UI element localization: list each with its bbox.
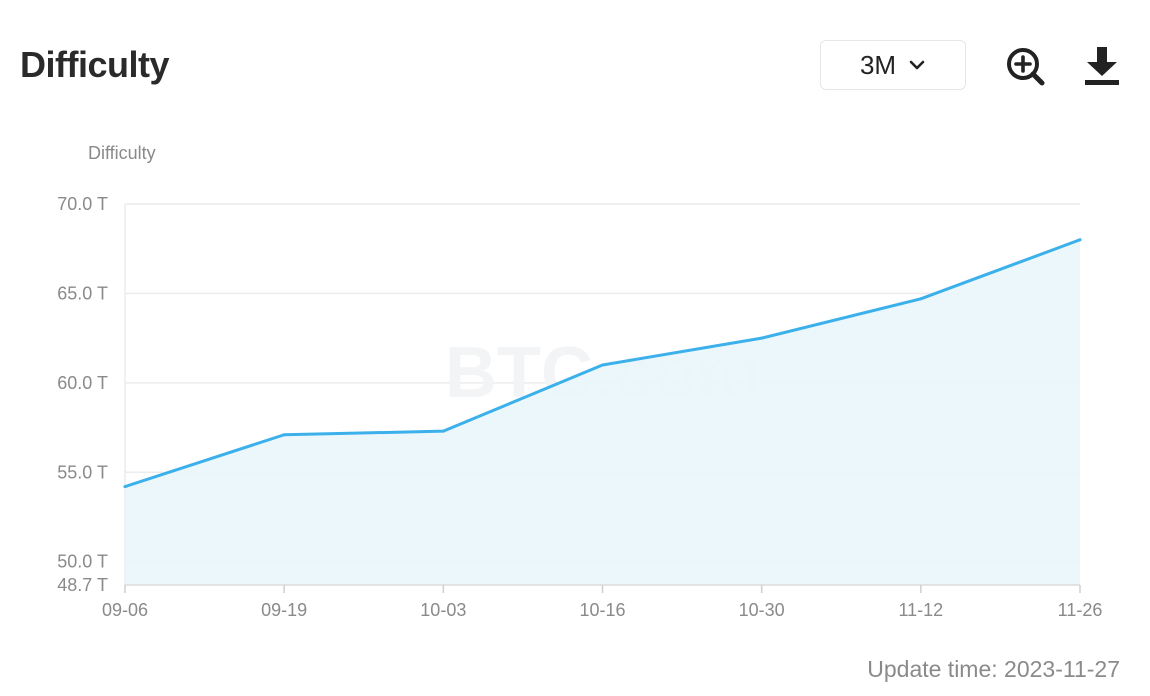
x-tick-label: 09-19 xyxy=(261,600,307,620)
y-tick-label: 48.7 T xyxy=(57,575,108,595)
difficulty-chart: Difficulty 70.0 T 65.0 T 60.0 T 55.0 T 50.0 T… xyxy=(0,130,1150,630)
y-tick-label: 65.0 T xyxy=(57,283,108,303)
time-range-value: 3M xyxy=(859,49,897,80)
data-point xyxy=(919,297,923,301)
y-axis-label: Difficulty xyxy=(88,143,156,163)
series-area xyxy=(125,239,1080,585)
update-time: Update time: 2023-11-27 xyxy=(867,656,1120,683)
time-range-select[interactable]: 3M xyxy=(820,40,966,90)
data-point xyxy=(123,485,127,489)
data-point xyxy=(1078,238,1082,242)
data-point xyxy=(441,429,445,433)
y-tick-label: 70.0 T xyxy=(57,194,108,214)
data-point xyxy=(282,433,286,437)
data-point xyxy=(760,336,764,340)
data-point xyxy=(601,363,604,367)
update-time-date: 2023-11-27 xyxy=(1004,656,1120,682)
download-icon[interactable] xyxy=(1082,45,1122,87)
chevron-down-icon xyxy=(909,60,925,70)
x-tick-label: 11-26 xyxy=(1058,600,1103,620)
zoom-in-icon[interactable] xyxy=(1004,45,1046,87)
x-tick-label: 10-30 xyxy=(739,600,785,620)
chart-svg: Difficulty 70.0 T 65.0 T 60.0 T 55.0 T 50.0 T… xyxy=(57,143,1103,620)
page-title: Difficulty xyxy=(20,44,170,85)
y-tick-label: 50.0 T xyxy=(57,552,108,572)
y-tick-label: 60.0 T xyxy=(57,373,108,393)
y-tick-label: 55.0 T xyxy=(57,462,108,482)
x-tick-label: 10-16 xyxy=(579,600,625,620)
x-tick-label: 09-06 xyxy=(102,600,148,620)
x-tick-label: 10-03 xyxy=(420,600,466,620)
x-tick-label: 11-12 xyxy=(898,600,943,620)
update-time-label: Update time: xyxy=(867,656,998,682)
